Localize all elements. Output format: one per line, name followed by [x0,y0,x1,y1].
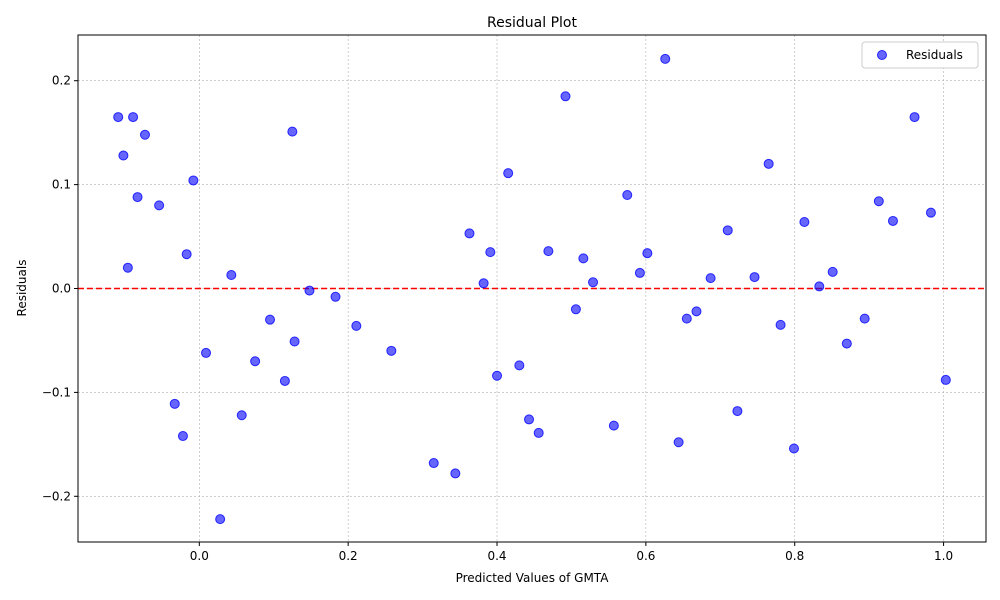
residual-point [588,277,599,288]
residual-point [351,320,362,331]
residual-point [464,228,475,239]
residual-point [524,414,535,425]
residual-point [177,431,188,442]
y-tick-label: 0.1 [52,178,71,192]
residual-point [139,129,150,140]
residual-point [940,374,951,385]
x-axis-label: Predicted Values of GMTA [456,571,610,585]
residual-point [570,304,581,315]
legend-box [861,41,979,69]
residual-point [514,360,525,371]
residual-point [188,175,199,186]
residual-point [732,406,743,417]
residual-point [560,91,571,102]
x-tick-label: 0.2 [339,549,358,563]
residual-point [450,468,461,479]
residual-point [154,200,165,211]
residual-point [788,443,799,454]
residual-point [608,420,619,431]
residual-point [827,266,838,277]
residual-point [775,319,786,330]
residual-point [681,313,692,324]
residual-point [181,249,192,260]
residual-point [279,375,290,386]
residual-point [673,437,684,448]
residual-point [304,285,315,296]
x-tick-label: 0.4 [487,549,506,563]
residual-point [814,281,825,292]
x-tick-label: 0.6 [636,549,655,563]
legend-marker [877,50,887,60]
x-tick-label: 0.0 [190,549,209,563]
residual-point [265,314,276,325]
residual-point [660,53,671,64]
residual-point [132,192,143,203]
y-tick-label: 0.0 [52,282,71,296]
residual-point [201,347,212,358]
residual-point [386,345,397,356]
residual-point [330,291,341,302]
y-tick-label: −0.1 [42,385,71,399]
residual-point [215,514,226,525]
residual-point [287,126,298,137]
residual-point [289,336,300,347]
residual-point [909,112,920,123]
residual-point [428,458,439,469]
residual-point [634,267,645,278]
residual-point [705,273,716,284]
residual-point [226,269,237,280]
residual-point [859,313,870,324]
residual-point [722,225,733,236]
residual-point [749,272,760,283]
residual-point [250,356,261,367]
residual-point [478,278,489,289]
residual-point [799,217,810,228]
residual-point [169,398,180,409]
residual-point [873,196,884,207]
legend: Residuals [861,41,979,69]
residual-point [533,427,544,438]
residual-point [118,150,129,161]
residual-point [642,248,653,259]
residual-point [503,168,514,179]
residual-point [122,262,133,273]
residual-point [543,246,554,257]
residual-point [925,207,936,218]
x-tick-label: 0.8 [785,549,804,563]
residual-point [578,253,589,264]
residual-point [841,338,852,349]
points-layer [113,53,951,525]
residual-point [492,370,503,381]
y-tick-label: 0.2 [52,74,71,88]
legend-label-residuals: Residuals [906,48,963,62]
chart-title: Residual Plot [487,15,577,31]
residual-point [113,112,124,123]
residual-point [622,189,633,200]
y-axis-label: Residuals [15,260,29,317]
residual-point [236,410,247,421]
x-tick-label: 1.0 [934,549,953,563]
y-tick-label: −0.2 [42,489,71,503]
residual-point [763,158,774,169]
residual-point [128,112,139,123]
residual-point [485,247,496,258]
residual-point [691,306,702,317]
residual-point [887,215,898,226]
ticks-layer: 0.0 0.2 0.4 0.6 0.8 1.0 −0.2 −0.1 0.0 0.1 0.2 [42,74,953,563]
